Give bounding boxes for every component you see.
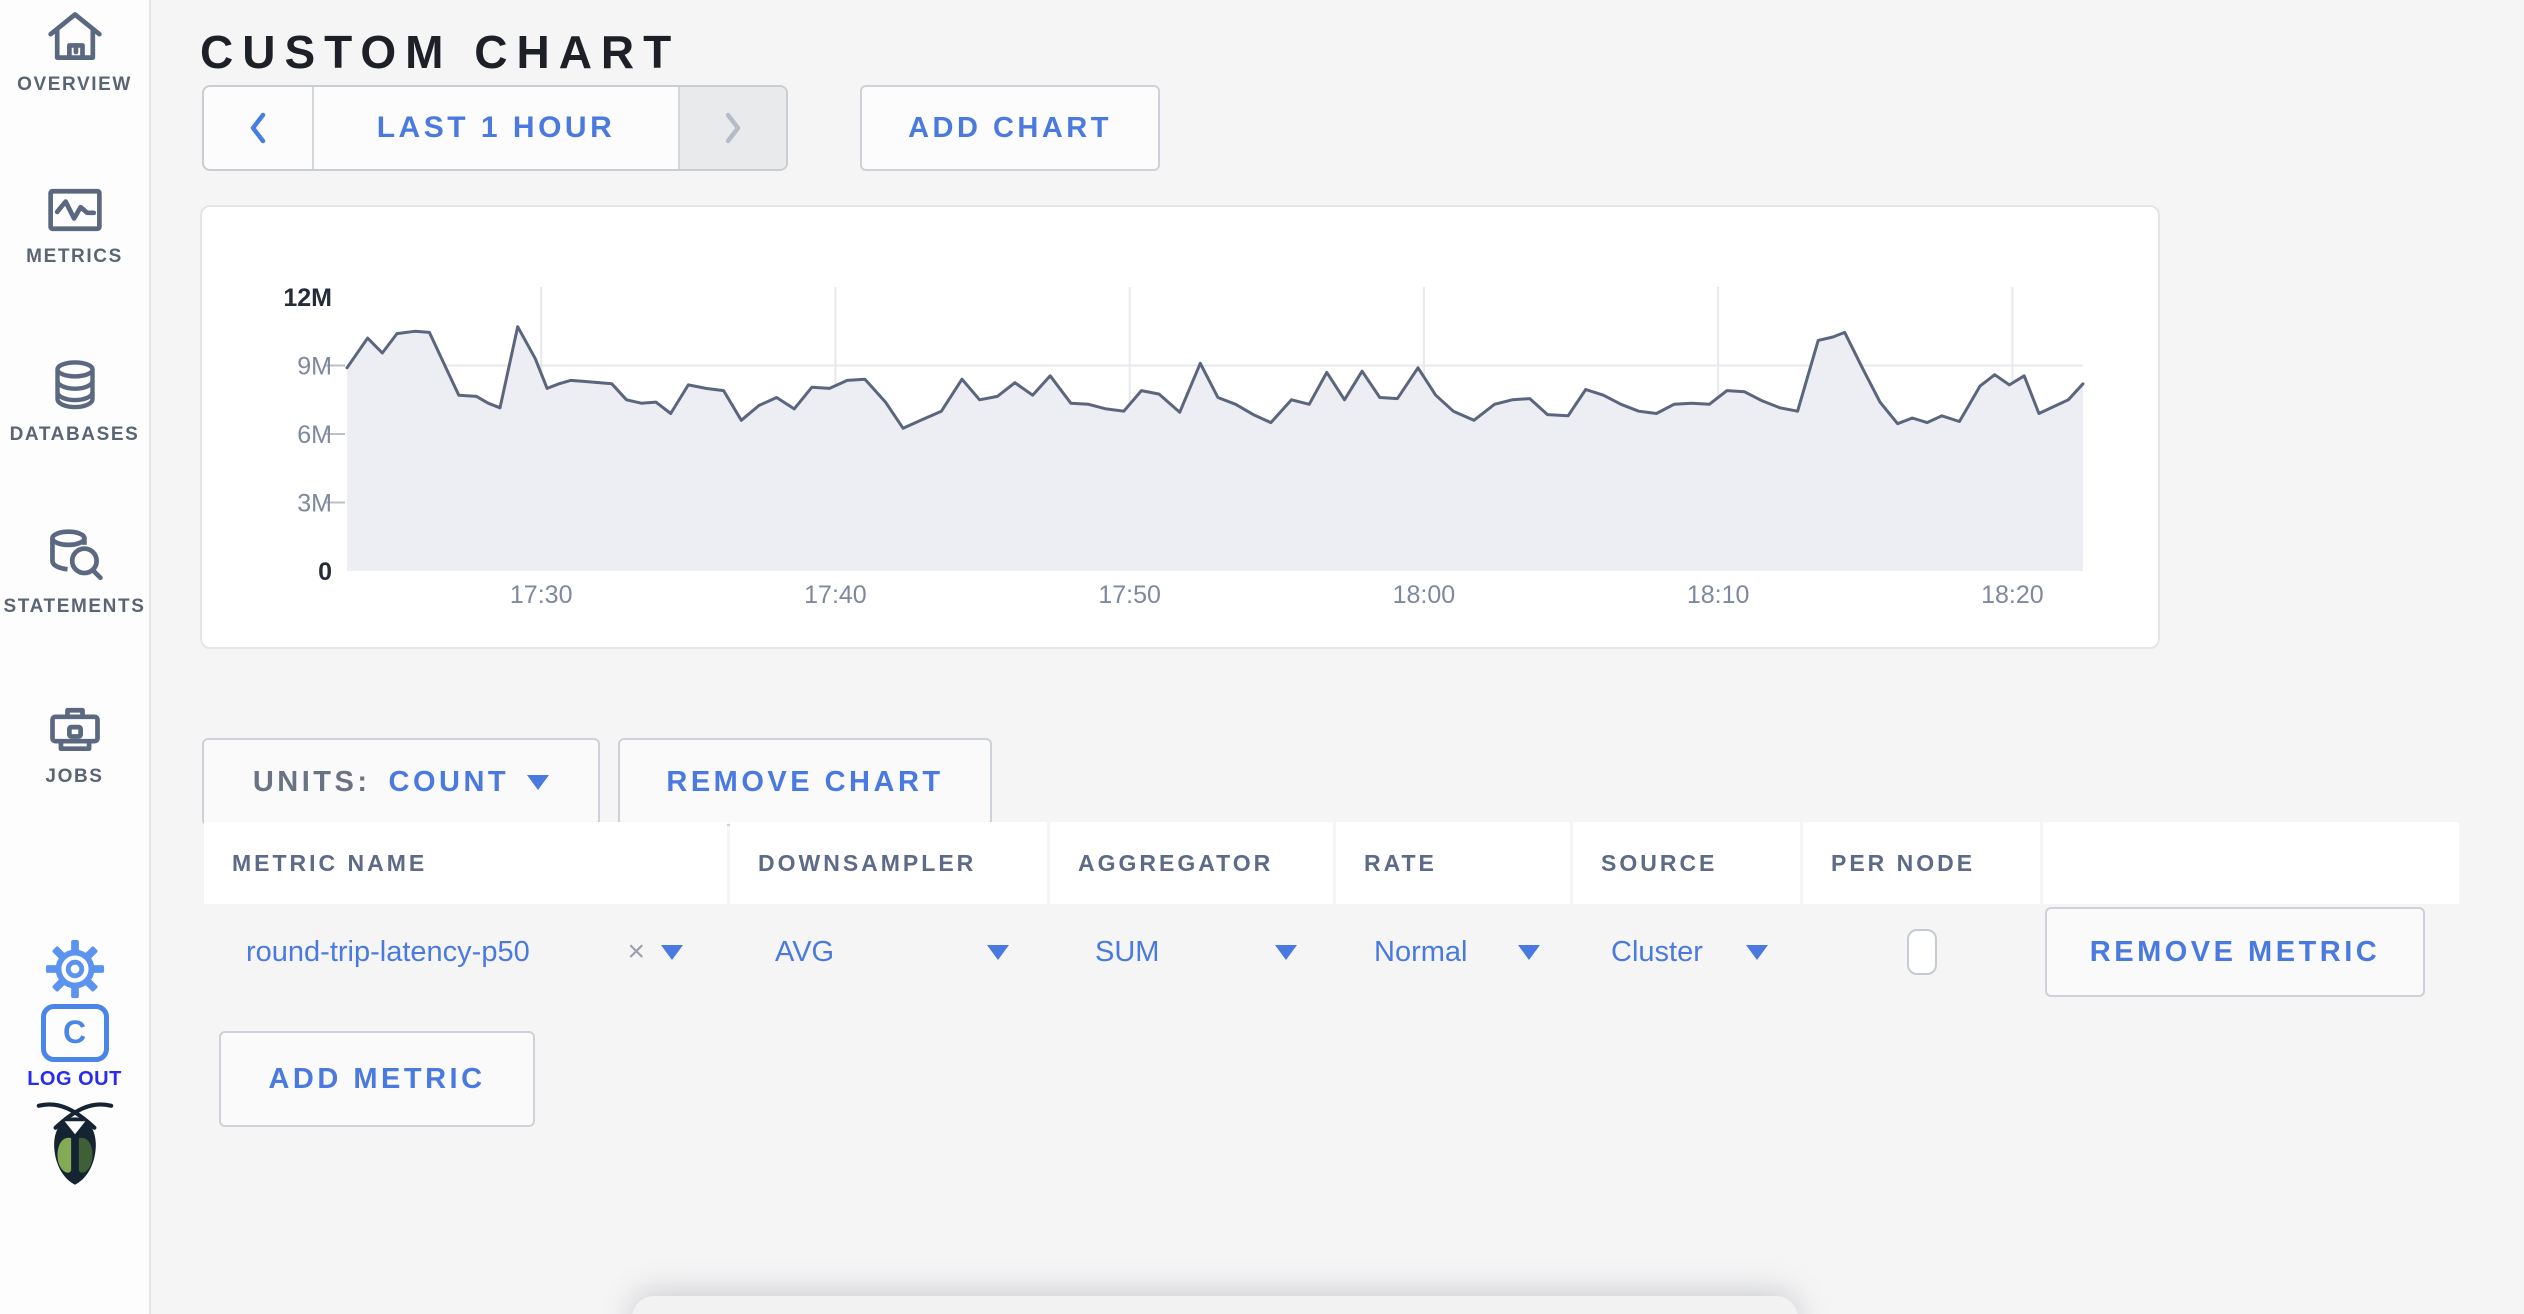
cockroach-c-logo-icon: C	[40, 1004, 109, 1062]
metrics-icon	[47, 188, 102, 232]
downsampler-select[interactable]: AVG	[775, 935, 835, 968]
cockroach-bug-icon	[36, 1102, 113, 1185]
sidebar-label-databases: DATABASES	[9, 424, 140, 445]
col-header-rate: RATE	[1336, 822, 1570, 904]
svg-text:3M: 3M	[297, 490, 332, 518]
caret-down-icon[interactable]	[1275, 944, 1297, 960]
statements-icon	[49, 529, 103, 581]
svg-text:17:40: 17:40	[804, 581, 867, 609]
svg-text:9M: 9M	[297, 353, 332, 381]
caret-down-icon[interactable]	[1746, 944, 1768, 960]
logout-label: LOG OUT	[27, 1068, 122, 1090]
sidebar-item-settings[interactable]	[0, 938, 149, 1000]
caret-down-icon[interactable]	[987, 944, 1009, 960]
svg-text:18:20: 18:20	[1981, 581, 2044, 609]
sidebar-item-metrics[interactable]: METRICS	[0, 182, 149, 268]
svg-text:17:30: 17:30	[510, 581, 573, 609]
metric-name-select[interactable]: round-trip-latency-p50	[246, 935, 530, 968]
chevron-right-icon	[725, 112, 741, 144]
col-header-per-node: PER NODE	[1803, 822, 2040, 904]
sidebar-label-jobs: JOBS	[45, 766, 104, 787]
time-range-next-button[interactable]	[680, 87, 786, 169]
add-metric-button[interactable]: ADD METRIC	[219, 1031, 535, 1127]
home-icon	[47, 12, 102, 60]
page-title: CUSTOM CHART	[200, 25, 681, 78]
col-header-downsampler: DOWNSAMPLER	[730, 822, 1047, 904]
time-range-label[interactable]: LAST 1 HOUR	[312, 87, 680, 169]
svg-text:18:10: 18:10	[1687, 581, 1750, 609]
remove-metric-button[interactable]: REMOVE METRIC	[2045, 907, 2425, 997]
actions-cell: REMOVE METRIC	[2043, 904, 2459, 1000]
time-range-selector: LAST 1 HOUR	[202, 85, 788, 171]
add-chart-button[interactable]: ADD CHART	[860, 85, 1160, 171]
caret-down-icon	[527, 774, 550, 790]
svg-text:17:50: 17:50	[1098, 581, 1161, 609]
metric-name-cell: round-trip-latency-p50 ×	[204, 904, 727, 1000]
aggregator-cell: SUM	[1050, 904, 1333, 1000]
clear-metric-icon[interactable]: ×	[627, 935, 645, 968]
logo-letter: C	[62, 1013, 87, 1050]
col-header-actions	[2043, 822, 2459, 904]
jobs-icon	[49, 707, 100, 752]
next-card-top-shadow	[632, 1296, 1798, 1314]
time-range-prev-button[interactable]	[204, 87, 312, 169]
source-select[interactable]: Cluster	[1611, 935, 1703, 968]
downsampler-cell: AVG	[730, 904, 1047, 1000]
sidebar-label-overview: OVERVIEW	[17, 74, 132, 95]
caret-down-icon[interactable]	[661, 944, 683, 960]
sidebar-item-statements[interactable]: STATEMENTS	[0, 528, 149, 618]
col-header-metric-name: METRIC NAME	[204, 822, 727, 904]
sidebar-item-logout[interactable]: C LOG OUT	[0, 1004, 149, 1091]
metric-table-row: round-trip-latency-p50 × AVG SUM Normal …	[204, 904, 2459, 1000]
units-dropdown[interactable]: UNITS: COUNT	[202, 738, 600, 826]
remove-chart-button[interactable]: REMOVE CHART	[618, 738, 992, 826]
aggregator-select[interactable]: SUM	[1095, 935, 1160, 968]
sidebar-label-metrics: METRICS	[26, 246, 123, 267]
units-label: UNITS:	[252, 765, 371, 798]
sidebar-item-overview[interactable]: OVERVIEW	[0, 8, 149, 96]
sidebar-label-statements: STATEMENTS	[3, 596, 146, 617]
rate-cell: Normal	[1336, 904, 1570, 1000]
chart-card: 0 3M 6M 9M 12M 17:30 17:40 17:50 18:00 18:10 18:20	[200, 205, 2160, 649]
caret-down-icon[interactable]	[1518, 944, 1540, 960]
database-icon	[54, 360, 95, 410]
units-value: COUNT	[388, 765, 510, 798]
gear-icon	[45, 939, 104, 999]
svg-text:12M: 12M	[283, 284, 332, 312]
rate-select[interactable]: Normal	[1374, 935, 1468, 968]
sidebar: OVERVIEW METRICS DATABASES	[0, 0, 151, 1314]
sidebar-item-jobs[interactable]: JOBS	[0, 700, 149, 788]
svg-text:18:00: 18:00	[1393, 581, 1456, 609]
per-node-cell	[1803, 904, 2040, 1000]
chevron-left-icon	[250, 112, 266, 144]
col-header-source: SOURCE	[1573, 822, 1800, 904]
sidebar-item-databases[interactable]: DATABASES	[0, 356, 149, 446]
svg-text:0: 0	[318, 558, 332, 586]
svg-text:6M: 6M	[297, 421, 332, 449]
metrics-table-header: METRIC NAME DOWNSAMPLER AGGREGATOR RATE …	[204, 822, 2459, 904]
col-header-aggregator: AGGREGATOR	[1050, 822, 1333, 904]
custom-chart-canvas[interactable]: 0 3M 6M 9M 12M 17:30 17:40 17:50 18:00 18:10 18:20	[202, 207, 2154, 643]
per-node-checkbox[interactable]	[1906, 929, 1937, 975]
source-cell: Cluster	[1573, 904, 1800, 1000]
cockroach-bug-logo	[0, 1098, 149, 1186]
